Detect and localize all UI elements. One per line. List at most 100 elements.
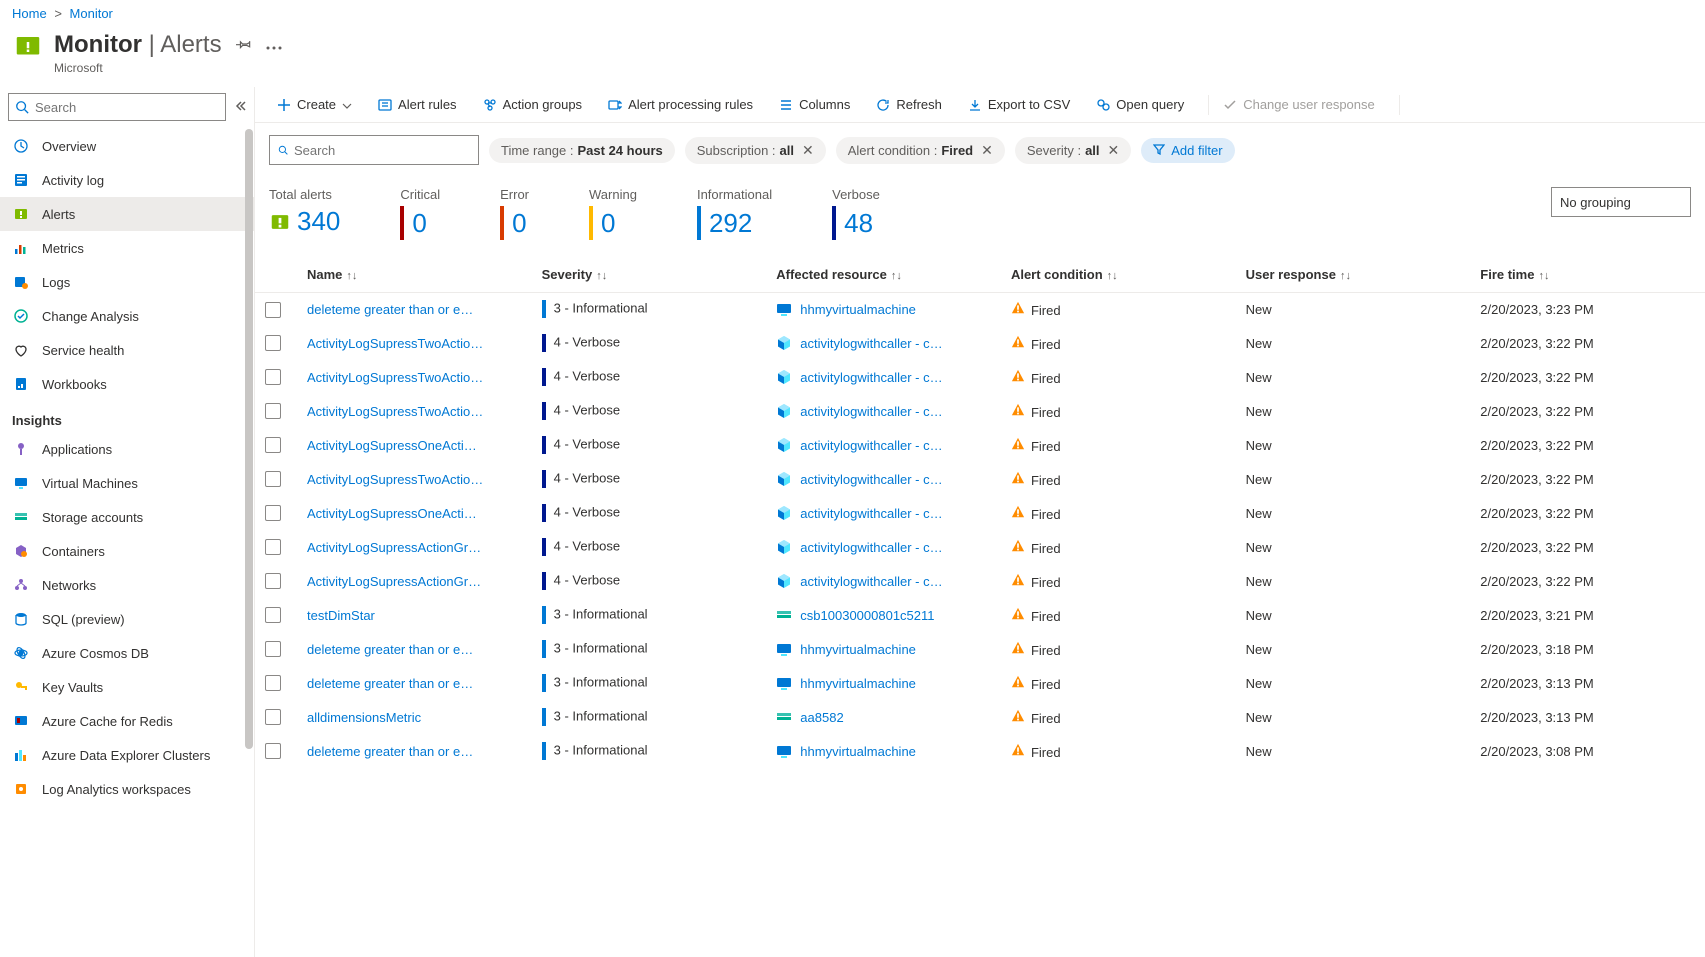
sidebar-item-logs[interactable]: Logs bbox=[0, 265, 254, 299]
resource-link[interactable]: activitylogwithcaller - c… bbox=[800, 472, 942, 487]
add-filter-button[interactable]: Add filter bbox=[1141, 138, 1234, 163]
row-checkbox[interactable] bbox=[265, 539, 281, 555]
sidebar-item-activity-log[interactable]: Activity log bbox=[0, 163, 254, 197]
resource-link[interactable]: hhmyvirtualmachine bbox=[800, 302, 916, 317]
resource-link[interactable]: aa8582 bbox=[800, 710, 843, 725]
resource-link[interactable]: hhmyvirtualmachine bbox=[800, 744, 916, 759]
table-row[interactable]: ActivityLogSupressOneActi…4 - Verboseact… bbox=[255, 428, 1705, 462]
row-checkbox[interactable] bbox=[265, 641, 281, 657]
alert-name-link[interactable]: testDimStar bbox=[307, 608, 375, 623]
open-query-button[interactable]: Open query bbox=[1088, 93, 1192, 116]
collapse-sidebar-icon[interactable] bbox=[234, 100, 246, 115]
row-checkbox[interactable] bbox=[265, 573, 281, 589]
row-checkbox[interactable] bbox=[265, 335, 281, 351]
col-name[interactable]: Name↑↓ bbox=[297, 258, 532, 292]
grouping-dropdown[interactable]: No grouping bbox=[1551, 187, 1691, 217]
sidebar-item-azure-cosmos-db[interactable]: Azure Cosmos DB bbox=[0, 636, 254, 670]
alert-name-link[interactable]: alldimensionsMetric bbox=[307, 710, 421, 725]
alert-processing-rules-button[interactable]: Alert processing rules bbox=[600, 93, 761, 116]
table-row[interactable]: ActivityLogSupressActionGr…4 - Verboseac… bbox=[255, 530, 1705, 564]
alert-name-link[interactable]: ActivityLogSupressOneActi… bbox=[307, 438, 477, 453]
filter-pill-subscription-[interactable]: Subscription :all✕ bbox=[685, 137, 826, 164]
table-row[interactable]: ActivityLogSupressTwoActio…4 - Verboseac… bbox=[255, 326, 1705, 360]
sidebar-item-service-health[interactable]: Service health bbox=[0, 333, 254, 367]
sidebar-item-azure-cache-for-redis[interactable]: Azure Cache for Redis bbox=[0, 704, 254, 738]
alert-name-link[interactable]: ActivityLogSupressActionGr… bbox=[307, 540, 481, 555]
table-row[interactable]: deleteme greater than or e…3 - Informati… bbox=[255, 734, 1705, 768]
table-row[interactable]: alldimensionsMetric3 - Informationalaa85… bbox=[255, 700, 1705, 734]
alert-name-link[interactable]: deleteme greater than or e… bbox=[307, 676, 473, 691]
filter-pill-severity-[interactable]: Severity :all✕ bbox=[1015, 137, 1131, 164]
sidebar-item-alerts[interactable]: Alerts bbox=[0, 197, 254, 231]
table-row[interactable]: ActivityLogSupressTwoActio…4 - Verboseac… bbox=[255, 360, 1705, 394]
row-checkbox[interactable] bbox=[265, 369, 281, 385]
close-icon[interactable]: ✕ bbox=[981, 142, 993, 159]
col-severity[interactable]: Severity↑↓ bbox=[532, 258, 767, 292]
sidebar-item-azure-data-explorer-clusters[interactable]: Azure Data Explorer Clusters bbox=[0, 738, 254, 772]
table-row[interactable]: deleteme greater than or e…3 - Informati… bbox=[255, 666, 1705, 700]
sidebar-search-input[interactable] bbox=[35, 100, 219, 115]
summary-informational[interactable]: Informational292 bbox=[697, 187, 772, 240]
row-checkbox[interactable] bbox=[265, 607, 281, 623]
action-groups-button[interactable]: Action groups bbox=[475, 93, 591, 116]
summary-total-alerts[interactable]: Total alerts340 bbox=[269, 187, 340, 237]
content-search[interactable] bbox=[269, 135, 479, 165]
resource-link[interactable]: hhmyvirtualmachine bbox=[800, 642, 916, 657]
sidebar-item-applications[interactable]: Applications bbox=[0, 432, 254, 466]
resource-link[interactable]: activitylogwithcaller - c… bbox=[800, 370, 942, 385]
table-row[interactable]: ActivityLogSupressTwoActio…4 - Verboseac… bbox=[255, 462, 1705, 496]
filter-pill-alert-condition-[interactable]: Alert condition :Fired✕ bbox=[836, 137, 1005, 164]
sidebar-item-key-vaults[interactable]: Key Vaults bbox=[0, 670, 254, 704]
col-condition[interactable]: Alert condition↑↓ bbox=[1001, 258, 1236, 292]
row-checkbox[interactable] bbox=[265, 403, 281, 419]
close-icon[interactable]: ✕ bbox=[1108, 142, 1120, 159]
alert-name-link[interactable]: deleteme greater than or e… bbox=[307, 302, 473, 317]
row-checkbox[interactable] bbox=[265, 743, 281, 759]
alert-name-link[interactable]: ActivityLogSupressTwoActio… bbox=[307, 336, 483, 351]
alert-name-link[interactable]: ActivityLogSupressActionGr… bbox=[307, 574, 481, 589]
row-checkbox[interactable] bbox=[265, 302, 281, 318]
sidebar-item-networks[interactable]: Networks bbox=[0, 568, 254, 602]
row-checkbox[interactable] bbox=[265, 471, 281, 487]
sidebar-item-containers[interactable]: Containers bbox=[0, 534, 254, 568]
refresh-button[interactable]: Refresh bbox=[868, 93, 950, 116]
breadcrumb-home[interactable]: Home bbox=[12, 6, 47, 21]
resource-link[interactable]: activitylogwithcaller - c… bbox=[800, 506, 942, 521]
alert-rules-button[interactable]: Alert rules bbox=[370, 93, 465, 116]
table-row[interactable]: ActivityLogSupressActionGr…4 - Verboseac… bbox=[255, 564, 1705, 598]
sidebar-scrollbar[interactable] bbox=[244, 129, 254, 849]
sidebar-item-virtual-machines[interactable]: Virtual Machines bbox=[0, 466, 254, 500]
content-search-input[interactable] bbox=[294, 143, 470, 158]
summary-error[interactable]: Error0 bbox=[500, 187, 529, 240]
table-row[interactable]: ActivityLogSupressOneActi…4 - Verboseact… bbox=[255, 496, 1705, 530]
table-row[interactable]: testDimStar3 - Informationalcsb100300008… bbox=[255, 598, 1705, 632]
resource-link[interactable]: activitylogwithcaller - c… bbox=[800, 540, 942, 555]
sidebar-item-overview[interactable]: Overview bbox=[0, 129, 254, 163]
alert-name-link[interactable]: deleteme greater than or e… bbox=[307, 642, 473, 657]
alert-name-link[interactable]: ActivityLogSupressOneActi… bbox=[307, 506, 477, 521]
sidebar-item-log-analytics-workspaces[interactable]: Log Analytics workspaces bbox=[0, 772, 254, 806]
sidebar-item-change-analysis[interactable]: Change Analysis bbox=[0, 299, 254, 333]
table-row[interactable]: deleteme greater than or e…3 - Informati… bbox=[255, 292, 1705, 326]
sidebar-item-metrics[interactable]: Metrics bbox=[0, 231, 254, 265]
resource-link[interactable]: csb10030000801c5211 bbox=[800, 608, 934, 623]
row-checkbox[interactable] bbox=[265, 437, 281, 453]
breadcrumb-current[interactable]: Monitor bbox=[70, 6, 113, 21]
sidebar-item-sql-preview-[interactable]: SQL (preview) bbox=[0, 602, 254, 636]
table-row[interactable]: ActivityLogSupressTwoActio…4 - Verboseac… bbox=[255, 394, 1705, 428]
resource-link[interactable]: activitylogwithcaller - c… bbox=[800, 438, 942, 453]
table-row[interactable]: deleteme greater than or e…3 - Informati… bbox=[255, 632, 1705, 666]
filter-pill-time-range-[interactable]: Time range :Past 24 hours bbox=[489, 138, 675, 163]
columns-button[interactable]: Columns bbox=[771, 93, 858, 116]
resource-link[interactable]: activitylogwithcaller - c… bbox=[800, 404, 942, 419]
sidebar-item-workbooks[interactable]: Workbooks bbox=[0, 367, 254, 401]
export-csv-button[interactable]: Export to CSV bbox=[960, 93, 1078, 116]
col-response[interactable]: User response↑↓ bbox=[1236, 258, 1471, 292]
close-icon[interactable]: ✕ bbox=[802, 142, 814, 159]
summary-verbose[interactable]: Verbose48 bbox=[832, 187, 880, 240]
more-icon[interactable] bbox=[266, 38, 282, 53]
summary-warning[interactable]: Warning0 bbox=[589, 187, 637, 240]
row-checkbox[interactable] bbox=[265, 709, 281, 725]
alert-name-link[interactable]: ActivityLogSupressTwoActio… bbox=[307, 370, 483, 385]
alert-name-link[interactable]: ActivityLogSupressTwoActio… bbox=[307, 472, 483, 487]
